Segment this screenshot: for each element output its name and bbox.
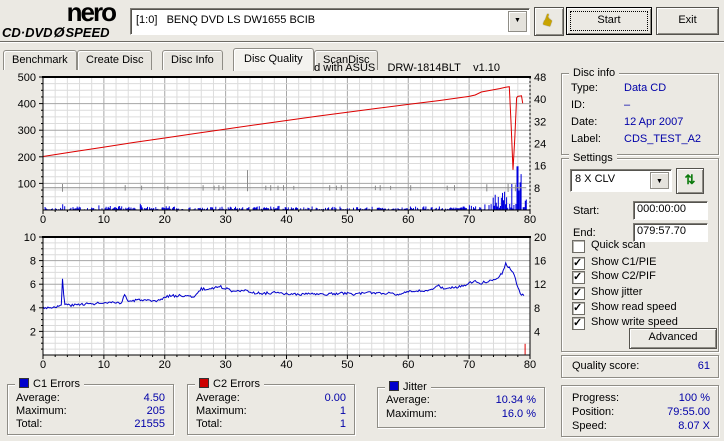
svg-text:30: 30	[220, 359, 232, 371]
drive-select[interactable]: [1:0] BENQ DVD LS DW1655 BCIB ▼	[130, 8, 530, 35]
disc-type-value: Data CD	[624, 82, 667, 94]
svg-text:8: 8	[534, 303, 540, 315]
toolbar-divider-highlight	[0, 42, 724, 43]
svg-text:2: 2	[30, 326, 36, 338]
progress-group: Progress: 100 % Position: 79:55.00 Speed…	[561, 385, 719, 437]
c1-errors-group: C1 Errors Average: 4.50 Maximum: 205 Tot…	[7, 378, 174, 435]
svg-text:300: 300	[18, 125, 36, 137]
svg-text:70: 70	[463, 359, 475, 371]
refresh-icon: ⇅	[684, 172, 696, 187]
c2-errors-group: C2 Errors Average: 0.00 Maximum: 1 Total…	[187, 378, 355, 435]
svg-text:10: 10	[98, 359, 110, 371]
tab-benchmark[interactable]: Benchmark	[3, 50, 77, 70]
start-button[interactable]: Start	[566, 7, 652, 35]
progress-value: 100 %	[678, 392, 710, 404]
jitter-legend-swatch	[389, 381, 399, 391]
svg-text:80: 80	[524, 214, 536, 226]
svg-text:40: 40	[280, 359, 292, 371]
c1-legend-swatch	[19, 378, 29, 388]
nero-logo: nero CD·DVD Ø SPEED	[2, 0, 129, 41]
quality-score-value: 61	[697, 360, 710, 372]
svg-text:8: 8	[534, 183, 540, 195]
gauge-icon: Ø	[53, 24, 65, 40]
svg-text:40: 40	[534, 94, 546, 106]
refresh-button[interactable]: ⇅	[676, 168, 704, 194]
svg-text:12: 12	[534, 279, 546, 291]
svg-text:6: 6	[30, 279, 36, 291]
tab-disc-info[interactable]: Disc Info	[162, 50, 223, 70]
svg-text:10: 10	[24, 232, 36, 244]
svg-text:80: 80	[524, 359, 536, 371]
logo-nero-text: nero	[66, 0, 117, 27]
svg-text:50: 50	[341, 214, 353, 226]
speed-select[interactable]: 8 X CLV ▼	[570, 169, 672, 192]
hand-icon: ☛	[538, 10, 560, 31]
settings-title: Settings	[569, 152, 617, 164]
svg-text:4: 4	[534, 326, 540, 338]
checkbox-box[interactable]	[572, 301, 585, 315]
disc-info-group: Disc info Type: Data CD ID: – Date: 12 A…	[561, 67, 719, 155]
svg-text:50: 50	[341, 359, 353, 371]
quality-score-label: Quality score:	[572, 360, 640, 372]
advanced-button[interactable]: Advanced	[629, 328, 717, 349]
svg-text:400: 400	[18, 99, 36, 111]
svg-text:200: 200	[18, 152, 36, 164]
speed-select-value: 8 X CLV	[575, 173, 616, 185]
checkbox-box[interactable]	[572, 316, 585, 330]
c2-errors-title: C2 Errors	[195, 378, 265, 390]
c1-error-speed-chart: 0 10 20 30 40 50 60 70 80 100 200 300 400 500 8 16 24 32 4…	[18, 62, 547, 226]
jitter-group: Jitter Average: 10.34 % Maximum: 16.0 %	[377, 381, 545, 428]
svg-text:70: 70	[463, 214, 475, 226]
tab-create-disc[interactable]: Create Disc	[77, 50, 153, 70]
tab-scandisc[interactable]: ScanDisc	[314, 50, 379, 70]
svg-text:8: 8	[30, 256, 36, 268]
disc-label-value: CDS_TEST_A2	[624, 133, 702, 145]
svg-text:16: 16	[534, 161, 546, 173]
drive-select-value: [1:0] BENQ DVD LS DW1655 BCIB	[136, 14, 316, 26]
disc-info-title: Disc info	[569, 67, 620, 79]
svg-text:20: 20	[534, 232, 546, 244]
logo-cddvdspeed-text: CD·DVD Ø SPEED	[2, 24, 110, 40]
checkbox-box[interactable]	[572, 286, 585, 300]
svg-text:60: 60	[402, 359, 414, 371]
settings-group: Settings 8 X CLV ▼ ⇅ Start: 000:00:00 En…	[561, 152, 719, 352]
speed-value: 8.07 X	[678, 420, 710, 432]
svg-text:32: 32	[534, 116, 546, 128]
svg-text:60: 60	[402, 214, 414, 226]
checkbox-box[interactable]	[572, 270, 585, 284]
svg-text:24: 24	[534, 139, 546, 151]
exit-button[interactable]: Exit	[656, 7, 719, 35]
svg-text:20: 20	[159, 214, 171, 226]
start-position-field[interactable]: 000:00:00	[633, 201, 708, 220]
jitter-chart: 0 10 20 30 40 50 60 70 80 2 4 6 8 10 4 8 12 16 20	[24, 232, 547, 371]
checkbox-box[interactable]	[572, 256, 585, 270]
end-position-field[interactable]: 079:57.70	[633, 223, 708, 242]
svg-text:48: 48	[534, 72, 546, 84]
svg-text:recorded with ASUS DRW-1814: recorded with ASUS DRW-1814BLT v1.10	[277, 62, 500, 74]
svg-text:4: 4	[30, 303, 36, 315]
tab-disc-quality[interactable]: Disc Quality	[233, 48, 314, 71]
disc-date-value: 12 Apr 2007	[624, 116, 684, 128]
svg-text:20: 20	[159, 359, 171, 371]
checkbox-box[interactable]	[572, 240, 585, 253]
svg-text:16: 16	[534, 256, 546, 268]
select-drive-button[interactable]: ☛	[534, 7, 564, 36]
chevron-down-icon[interactable]: ▼	[650, 172, 669, 189]
svg-text:10: 10	[98, 214, 110, 226]
c1-errors-title: C1 Errors	[15, 378, 85, 390]
chevron-down-icon[interactable]: ▼	[508, 11, 527, 32]
svg-text:0: 0	[40, 359, 46, 371]
jitter-title: Jitter	[385, 381, 431, 393]
svg-text:500: 500	[18, 72, 36, 84]
position-value: 79:55.00	[667, 406, 710, 418]
toolbar-divider	[0, 41, 724, 42]
disc-id-value: –	[624, 99, 631, 111]
c2-legend-swatch	[199, 378, 209, 388]
svg-text:30: 30	[220, 214, 232, 226]
svg-text:100: 100	[18, 178, 36, 190]
svg-text:40: 40	[280, 214, 292, 226]
quality-score-group: Quality score: 61	[561, 355, 719, 378]
svg-text:0: 0	[40, 214, 46, 226]
